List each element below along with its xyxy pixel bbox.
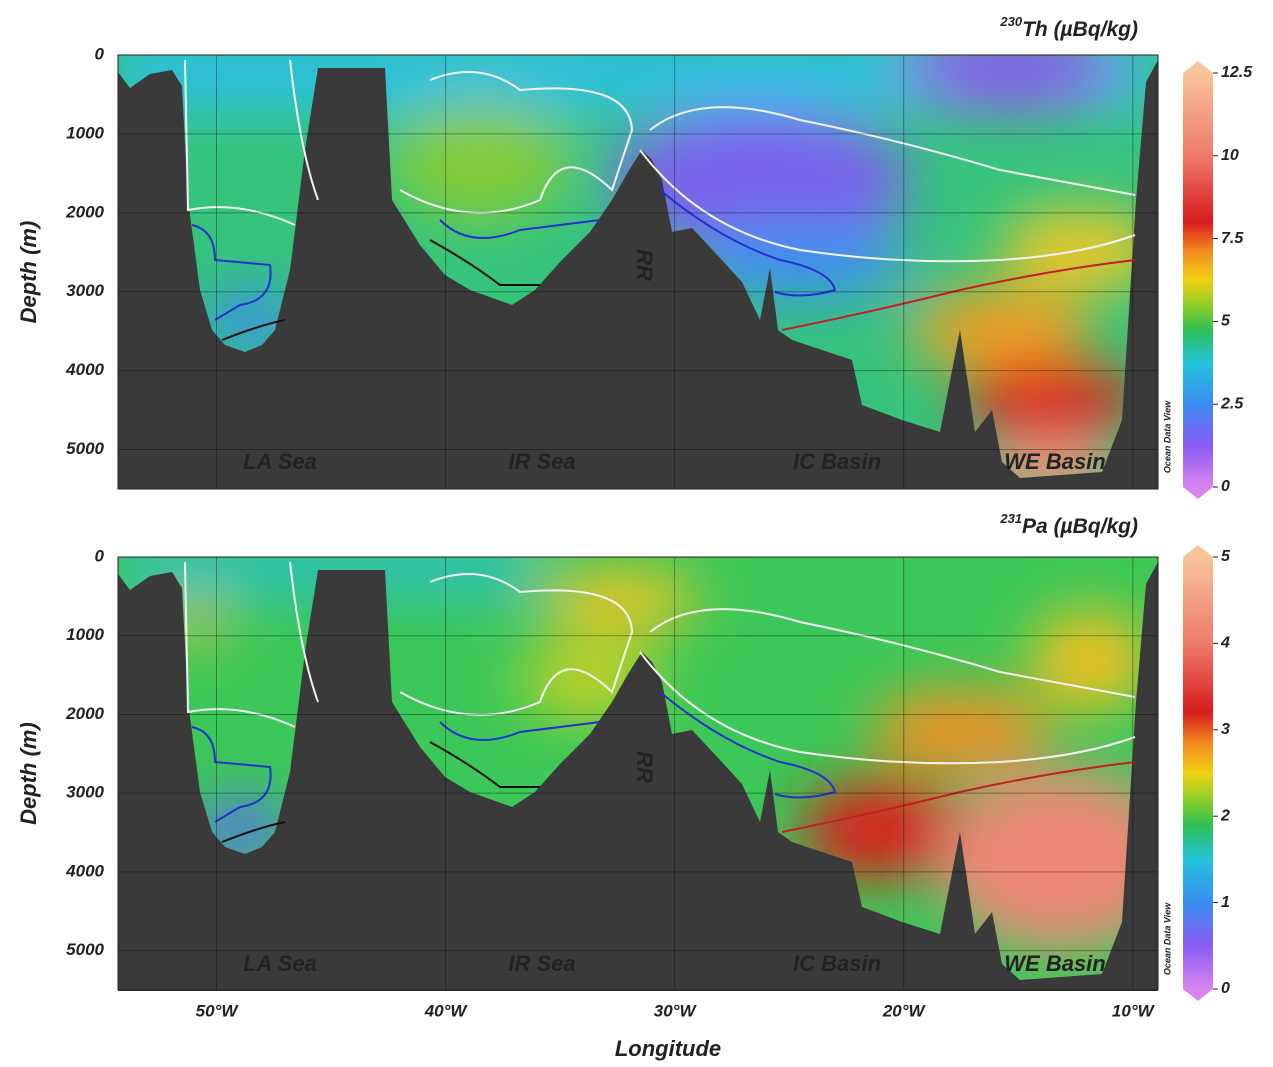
colorbar — [1183, 73, 1213, 487]
colorbar-tick-label: 5 — [1221, 548, 1231, 565]
y-tick-label: 2000 — [65, 202, 104, 221]
title-text: Th (µBq/kg) — [1022, 18, 1138, 41]
plot-frame — [117, 556, 1159, 991]
region-label: IC Basin — [793, 951, 881, 976]
y-tick-label: 3000 — [66, 281, 104, 300]
x-tick-label: 50°W — [196, 1001, 240, 1020]
colorbar-tick-label: 0 — [1221, 478, 1230, 495]
colorbar-tick-label: 5 — [1221, 313, 1231, 330]
bathymetry — [118, 59, 1158, 489]
y-tick-label: 1000 — [66, 625, 104, 644]
region-label: IR Sea — [508, 951, 575, 976]
y-tick-label: 5000 — [66, 940, 104, 959]
panel-title: 230Th (µBq/kg) — [999, 14, 1138, 40]
title-superscript: 230 — [999, 14, 1022, 29]
colorbar-tick-label: 0 — [1221, 980, 1230, 997]
y-tick-label: 3000 — [66, 783, 104, 802]
colorbar-end — [1183, 61, 1213, 73]
region-label: RR — [632, 249, 657, 281]
y-tick-label: 0 — [95, 44, 105, 63]
title-text: Pa (µBq/kg) — [1022, 515, 1138, 538]
y-tick-label: 5000 — [66, 439, 104, 458]
colorbar-tick-label: 1 — [1221, 894, 1230, 911]
region-label: IC Basin — [793, 449, 881, 474]
colorbar — [1183, 557, 1213, 989]
region-label: WE Basin — [1004, 951, 1105, 976]
region-label: LA Sea — [243, 449, 317, 474]
colorbar-tick-label: 12.5 — [1221, 64, 1253, 81]
colorbar-tick-label: 2.5 — [1220, 395, 1244, 412]
region-label: RR — [632, 751, 657, 783]
y-tick-label: 4000 — [65, 360, 104, 379]
x-axis-label: Longitude — [615, 1036, 721, 1061]
colorbar-end — [1183, 545, 1213, 557]
x-tick-label: 40°W — [424, 1001, 469, 1020]
title-superscript: 231 — [999, 511, 1022, 526]
x-tick-label: 30°W — [654, 1001, 698, 1020]
x-tick-label: 20°W — [882, 1001, 927, 1020]
colorbar-note: Ocean Data View — [1162, 400, 1172, 473]
colorbar-end — [1183, 487, 1213, 499]
y-tick-label: 1000 — [66, 123, 104, 142]
x-tick-label: 10°W — [1112, 1001, 1156, 1020]
y-axis-label: Depth (m) — [16, 221, 41, 324]
colorbar-end — [1183, 989, 1213, 1001]
y-tick-label: 4000 — [65, 861, 104, 880]
colorbar-tick-label: 7.5 — [1221, 230, 1244, 247]
colorbar-tick-label: 4 — [1220, 635, 1230, 652]
y-tick-label: 0 — [95, 546, 105, 565]
plot-frame — [117, 54, 1159, 490]
region-label: WE Basin — [1004, 449, 1105, 474]
colorbar-tick-label: 3 — [1221, 721, 1230, 738]
colorbar-tick-label: 2 — [1220, 807, 1230, 824]
colorbar-tick-label: 10 — [1221, 147, 1239, 164]
panel-title: 231Pa (µBq/kg) — [999, 511, 1138, 537]
y-tick-label: 2000 — [65, 704, 104, 723]
colorbar-note: Ocean Data View — [1162, 902, 1172, 975]
y-axis-label: Depth (m) — [16, 722, 41, 825]
region-label: LA Sea — [243, 951, 317, 976]
region-label: IR Sea — [508, 449, 575, 474]
